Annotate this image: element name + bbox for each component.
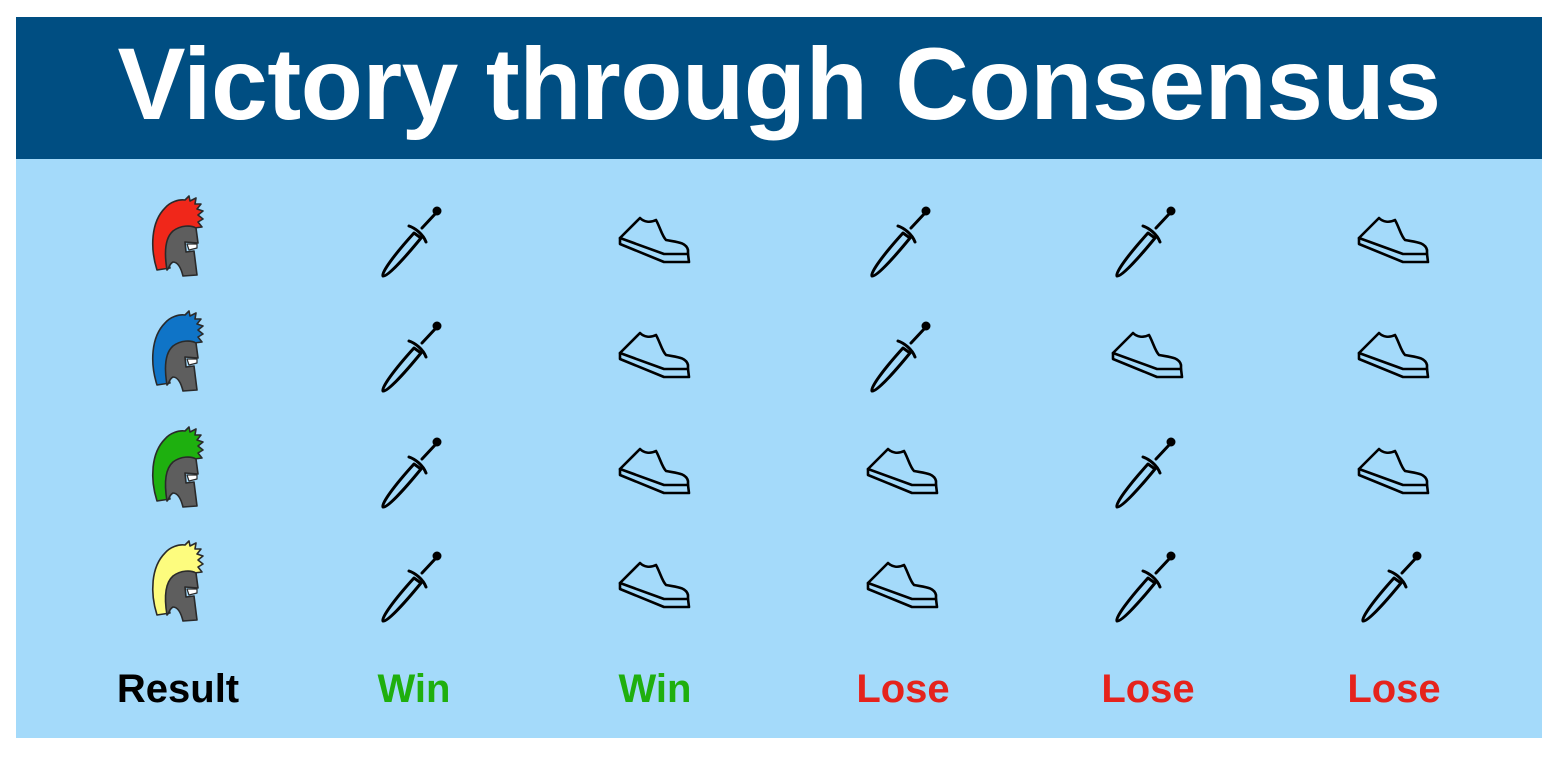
scenario-result-lose: Lose	[1347, 667, 1441, 711]
scenario-result-win: Win	[618, 667, 692, 711]
scenario-result-lose: Lose	[1101, 667, 1195, 711]
page-title: Victory through Consensus	[117, 27, 1441, 141]
shoe-icon	[848, 531, 958, 631]
general-helmet-icon	[123, 417, 233, 517]
shoe-icon	[600, 301, 710, 401]
general-helmet-icon	[123, 531, 233, 631]
shoe-icon	[600, 417, 710, 517]
shoe-icon	[1093, 301, 1203, 401]
diagram-frame: Victory through Consensus	[16, 17, 1542, 738]
scenario-result-win: Win	[377, 667, 451, 711]
sword-icon	[359, 186, 469, 286]
scenario-result-lose: Lose	[856, 667, 950, 711]
shoe-icon	[1339, 301, 1449, 401]
shoe-icon	[600, 531, 710, 631]
shoe-icon	[848, 417, 958, 517]
result-row-label: Result	[116, 667, 240, 711]
sword-icon	[848, 186, 958, 286]
shoe-icon	[1339, 417, 1449, 517]
title-bar: Victory through Consensus	[16, 17, 1542, 159]
sword-icon	[848, 301, 958, 401]
sword-icon	[359, 417, 469, 517]
sword-icon	[1339, 531, 1449, 631]
sword-icon	[1093, 186, 1203, 286]
sword-icon	[1093, 417, 1203, 517]
scenario-panel: Result Win Win Lose Lose Lose	[16, 159, 1542, 738]
sword-icon	[1093, 531, 1203, 631]
shoe-icon	[600, 186, 710, 286]
general-helmet-icon	[123, 301, 233, 401]
sword-icon	[359, 301, 469, 401]
shoe-icon	[1339, 186, 1449, 286]
general-helmet-icon	[123, 186, 233, 286]
sword-icon	[359, 531, 469, 631]
